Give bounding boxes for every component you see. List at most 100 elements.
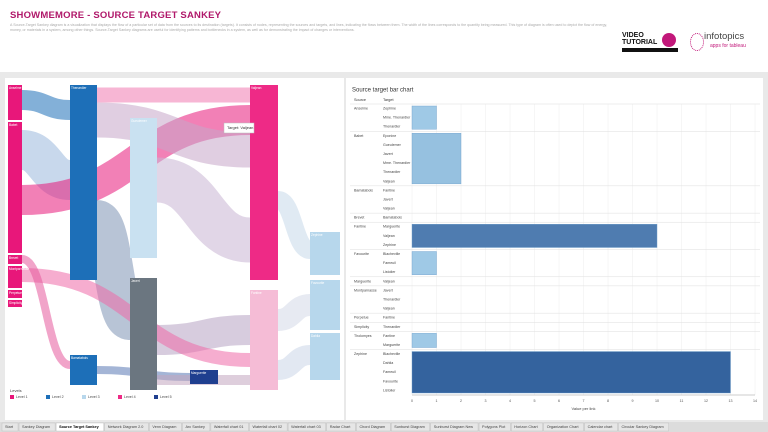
source-label: Montparnasse	[354, 288, 377, 292]
tab-label[interactable]: Waterfall chart 02	[253, 425, 283, 429]
node-label: Valjean	[251, 86, 262, 90]
sankey-node[interactable]	[250, 290, 278, 390]
target-label: Valjean	[383, 179, 395, 183]
target-label: Valjean	[383, 307, 395, 311]
legend-swatch[interactable]	[154, 395, 158, 399]
sankey-node[interactable]	[310, 333, 340, 380]
sankey-node[interactable]	[130, 118, 157, 258]
tab[interactable]	[584, 422, 618, 432]
logo-tutorial: TUTORIAL	[622, 39, 658, 46]
tab-label[interactable]: Venn Diagram	[152, 425, 176, 429]
source-label: Fantine	[354, 225, 366, 229]
source-label: Perpetue	[354, 316, 369, 320]
tab-label[interactable]: Start	[5, 425, 14, 429]
x-tick-label: 10	[655, 399, 659, 403]
tab[interactable]	[287, 422, 326, 432]
sankey-node[interactable]	[8, 266, 22, 288]
bar[interactable]	[411, 105, 437, 130]
bar[interactable]	[411, 224, 658, 248]
tab-label[interactable]: Radar Chart	[330, 425, 352, 429]
target-label: Listolier	[383, 270, 396, 274]
sankey-node[interactable]	[8, 85, 22, 120]
node-label: Marguerite	[191, 371, 206, 375]
target-label: Thenardier	[383, 325, 401, 329]
bar[interactable]	[411, 251, 437, 275]
node-label: Bamatabois	[71, 356, 88, 360]
target-label: Marguerite	[383, 225, 400, 229]
legend-label: Level 5	[160, 395, 172, 399]
sankey-node[interactable]	[8, 255, 22, 264]
logo-bar	[622, 48, 678, 52]
tab-label[interactable]: Sunburst Diagram New	[434, 425, 474, 429]
tab-label[interactable]: Circular Sankey Diagram	[621, 425, 663, 429]
x-tick-label: 13	[729, 399, 733, 403]
legend-swatch[interactable]	[10, 395, 14, 399]
tab-label[interactable]: Sankey Diagram	[22, 425, 50, 429]
sankey-node[interactable]	[8, 300, 22, 307]
tab[interactable]	[104, 422, 149, 432]
x-axis-label: Value per link	[572, 406, 596, 411]
x-tick-label: 9	[632, 399, 634, 403]
source-label: Anselme	[354, 107, 368, 111]
sankey-node[interactable]	[250, 85, 278, 280]
tab[interactable]	[18, 422, 56, 432]
tab-label[interactable]: Source Target Sankey	[59, 425, 99, 429]
target-label: Favourite	[383, 379, 398, 383]
tab[interactable]	[478, 422, 511, 432]
bar[interactable]	[411, 133, 462, 185]
tab-label[interactable]: Waterfall chart 03	[291, 425, 321, 429]
tab-label[interactable]: Waterfall chart 01	[214, 425, 244, 429]
tab[interactable]	[430, 422, 479, 432]
legend-swatch[interactable]	[118, 395, 122, 399]
logo-brand: infotopics	[704, 31, 745, 42]
target-label: Mme. Thenardier	[383, 161, 411, 165]
legend-swatch[interactable]	[82, 395, 86, 399]
tab[interactable]	[1, 422, 19, 432]
legend-swatch[interactable]	[46, 395, 50, 399]
tab[interactable]	[543, 422, 584, 432]
sankey-link	[96, 102, 251, 168]
sankey-link	[276, 294, 312, 331]
video-tutorial-logo[interactable]: VIDEO TUTORIAL	[620, 30, 682, 56]
tab-label[interactable]: Calendar chart	[588, 425, 614, 429]
tab-label[interactable]: Horizon Chart	[514, 425, 538, 429]
tab[interactable]	[55, 422, 104, 432]
sankey-node[interactable]	[130, 278, 157, 390]
tab[interactable]	[618, 422, 669, 432]
logo-icon	[690, 33, 704, 51]
tab[interactable]	[511, 422, 543, 432]
sankey-node[interactable]	[8, 290, 22, 298]
sankey-node[interactable]	[70, 85, 97, 280]
tab[interactable]	[149, 422, 182, 432]
sankey-node[interactable]	[70, 355, 97, 385]
description: A Source-Target Sankey diagram is a visu…	[10, 23, 608, 32]
tab-label[interactable]: Arc Sankey	[185, 425, 205, 429]
legend-label: Level 4	[124, 395, 136, 399]
sankey-node[interactable]	[310, 280, 340, 330]
target-label: Valjean	[383, 279, 395, 283]
tab[interactable]	[182, 422, 211, 432]
tab-label[interactable]: Sunburst Diagram	[394, 425, 425, 429]
tab-label[interactable]: Chord Diagram	[359, 425, 385, 429]
tab[interactable]	[390, 422, 430, 432]
source-label: Brevet	[354, 216, 364, 220]
sankey-node[interactable]	[310, 232, 340, 275]
bar[interactable]	[411, 351, 731, 394]
legend-label: Level 3	[88, 395, 100, 399]
target-label: Listolier	[383, 388, 396, 392]
sankey-node[interactable]	[8, 122, 22, 253]
tab-label[interactable]: Organization Chart	[547, 425, 580, 429]
x-tick-label: 1	[436, 399, 438, 403]
target-label: Dahlia	[383, 361, 393, 365]
tab[interactable]	[210, 422, 249, 432]
tab[interactable]	[249, 422, 288, 432]
tab-label[interactable]: Network Diagram 2.0	[108, 425, 144, 429]
sankey-node[interactable]	[190, 370, 218, 384]
tab[interactable]	[356, 422, 391, 432]
tab-label[interactable]: Polygons Plot	[482, 425, 506, 429]
bar[interactable]	[411, 333, 437, 348]
target-label: Thenardier	[383, 297, 401, 301]
infotopics-logo[interactable]: infotopics apps for tableau	[690, 30, 760, 56]
tab[interactable]	[326, 422, 356, 432]
